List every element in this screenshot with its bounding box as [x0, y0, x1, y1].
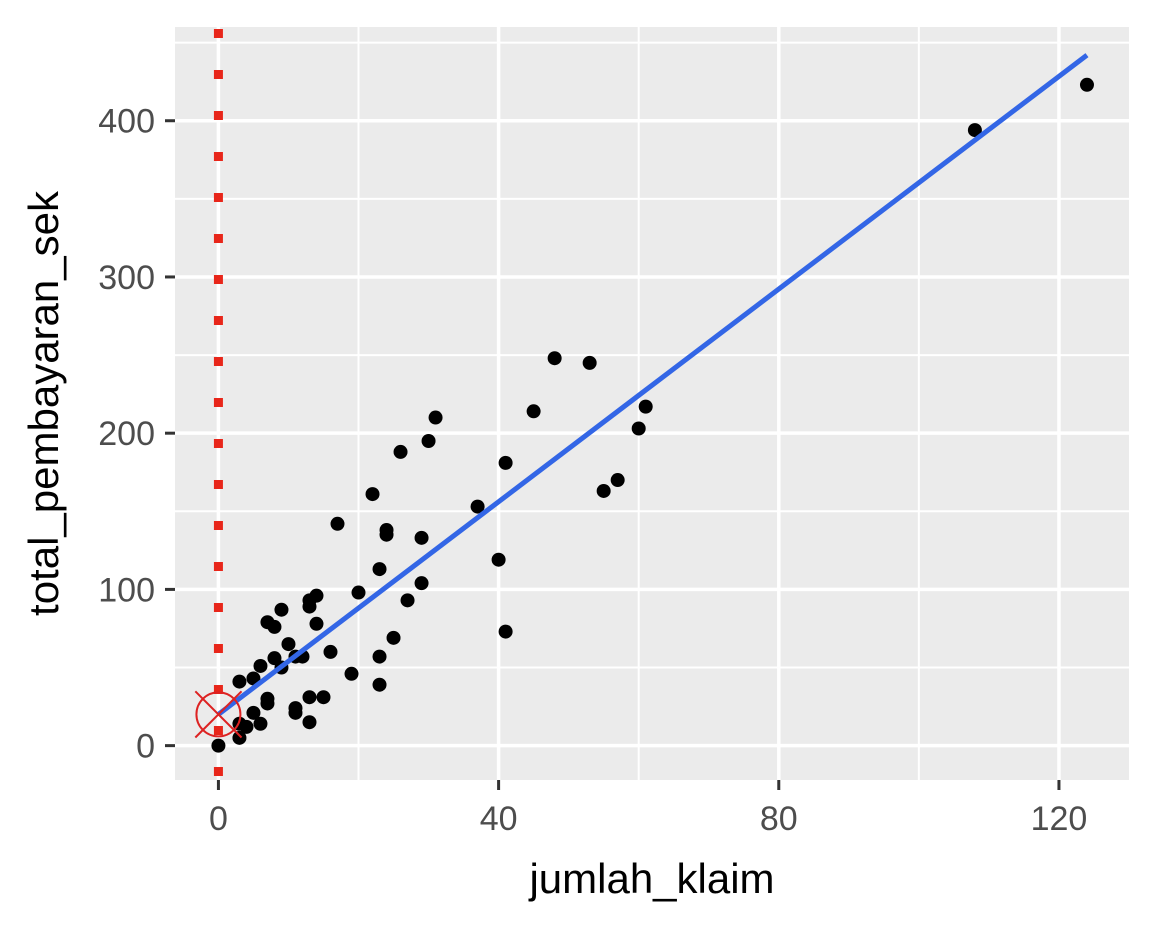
data-point — [232, 730, 247, 745]
data-point — [379, 523, 394, 538]
data-point — [421, 433, 436, 448]
data-point — [281, 637, 296, 652]
data-point — [253, 658, 268, 673]
minor-gridlines — [175, 27, 1129, 780]
reference-dot — [213, 70, 223, 79]
x-tick-label: 40 — [480, 800, 518, 838]
data-point — [351, 585, 366, 600]
x-tick-label: 120 — [1031, 800, 1088, 838]
data-point — [596, 483, 611, 498]
data-point — [498, 624, 513, 639]
reference-dot — [213, 726, 223, 735]
data-point — [638, 399, 653, 414]
data-point — [323, 644, 338, 659]
y-tick-label: 0 — [136, 728, 155, 766]
x-axis: 0 40 80 120 — [209, 780, 1087, 838]
reference-dot — [213, 644, 223, 653]
data-point — [232, 674, 247, 689]
data-point — [302, 715, 317, 730]
reference-dot — [213, 685, 223, 694]
regression-line — [216, 53, 1089, 717]
reference-dot — [213, 234, 223, 243]
data-point — [372, 562, 387, 577]
reference-dot — [213, 521, 223, 530]
data-points — [211, 77, 1094, 753]
data-point — [330, 516, 345, 531]
data-point — [267, 619, 282, 634]
reference-dot — [213, 193, 223, 202]
x-tick-label: 80 — [760, 800, 798, 838]
data-point — [344, 666, 359, 681]
data-point — [393, 444, 408, 459]
data-point — [414, 576, 429, 591]
data-point — [253, 716, 268, 731]
reference-dot — [213, 603, 223, 612]
data-point — [372, 649, 387, 664]
data-point — [526, 404, 541, 419]
data-point — [547, 351, 562, 366]
data-point — [365, 487, 380, 502]
reference-dot — [213, 439, 223, 448]
reference-dot — [213, 111, 223, 120]
data-point — [428, 410, 443, 425]
y-tick-label: 300 — [98, 259, 155, 297]
reference-dot — [213, 767, 223, 776]
data-point — [386, 630, 401, 645]
data-point — [309, 588, 324, 603]
data-point — [400, 593, 415, 608]
data-point — [582, 355, 597, 370]
x-axis-title: jumlah_klaim — [527, 855, 774, 902]
intercept-marker-icon — [194, 690, 243, 739]
y-tick-label: 200 — [98, 415, 155, 453]
reference-dot — [213, 398, 223, 407]
data-point — [211, 738, 226, 753]
data-point — [246, 671, 261, 686]
y-tick-label: 100 — [98, 571, 155, 609]
data-point — [1079, 77, 1094, 92]
data-point — [967, 123, 982, 138]
data-point — [316, 690, 331, 705]
reference-dot — [213, 152, 223, 161]
reference-dot — [213, 562, 223, 571]
y-axis: 0 100 200 300 400 — [98, 103, 175, 766]
data-point — [610, 473, 625, 488]
data-point — [631, 421, 646, 436]
data-point — [302, 690, 317, 705]
data-point — [274, 602, 289, 617]
marker-cross — [194, 690, 243, 739]
vertical-reference-line — [213, 29, 223, 776]
x-tick-label: 0 — [209, 800, 228, 838]
y-tick-label: 400 — [98, 103, 155, 141]
data-point — [260, 691, 275, 706]
reference-dot — [213, 357, 223, 366]
reference-dot — [213, 316, 223, 325]
y-axis-title: total_pembayaran_sek — [20, 190, 67, 616]
marker-circle — [195, 691, 242, 738]
data-point — [246, 705, 261, 720]
data-point — [372, 677, 387, 692]
data-point — [288, 701, 303, 716]
data-point — [498, 455, 513, 470]
data-point — [491, 552, 506, 567]
reference-dot — [213, 29, 223, 38]
reference-dot — [213, 275, 223, 284]
fit-line — [216, 53, 1089, 717]
data-point — [414, 530, 429, 545]
data-point — [309, 616, 324, 631]
reference-dot — [213, 480, 223, 489]
data-point — [470, 499, 485, 514]
